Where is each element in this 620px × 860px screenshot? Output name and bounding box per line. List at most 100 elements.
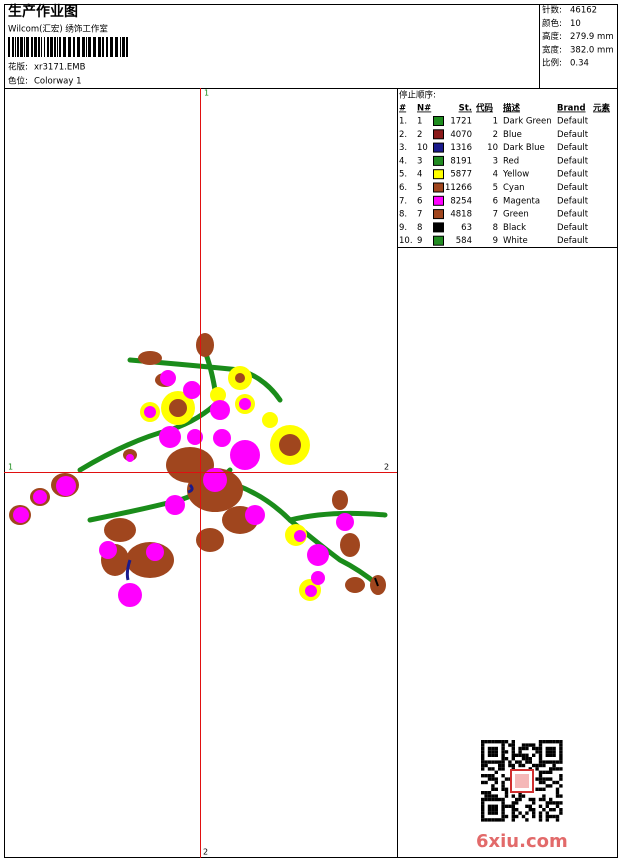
column-header: St. — [459, 104, 472, 114]
barcode-bar — [44, 37, 45, 57]
row-needle: 2 — [417, 130, 422, 140]
qr-module — [545, 818, 549, 822]
barcode-bar — [110, 37, 113, 57]
qr-module — [494, 804, 498, 808]
subtitle: Wilcom(汇宏) 绣饰工作室 — [8, 24, 108, 35]
qr-module — [542, 808, 546, 812]
qr-module — [511, 811, 515, 815]
qr-module — [552, 808, 556, 812]
row-code: 9 — [493, 236, 498, 246]
qr-module — [481, 763, 485, 768]
qr-module — [484, 763, 488, 768]
qr-module — [552, 760, 556, 764]
row-description: White — [503, 236, 528, 246]
color-swatch — [433, 222, 444, 233]
row-needle: 7 — [417, 210, 422, 220]
qr-module — [511, 743, 515, 747]
qr-module — [484, 774, 488, 778]
row-order: 5. — [399, 170, 407, 180]
qr-module — [491, 804, 495, 808]
row-code: 6 — [493, 196, 498, 206]
qr-module — [555, 791, 560, 795]
color-swatch — [433, 129, 444, 140]
qr-module — [552, 750, 556, 754]
qr-module — [481, 818, 485, 822]
qr-module — [559, 740, 563, 744]
qr-module — [511, 753, 515, 757]
qr-module — [491, 787, 495, 791]
stat-label: 高度: — [542, 31, 562, 42]
row-order: 7. — [399, 196, 407, 206]
qr-module — [481, 801, 485, 805]
qr-module — [559, 760, 563, 764]
qr-module — [542, 763, 546, 768]
qr-module — [515, 808, 519, 812]
row-code: 7 — [493, 210, 498, 220]
colorway-name: Colorway 1 — [34, 77, 82, 87]
row-code: 4 — [493, 170, 498, 180]
stat-value: 0.34 — [570, 59, 589, 69]
qr-module — [498, 797, 502, 802]
qr-module — [549, 814, 553, 819]
qr-module — [528, 760, 532, 764]
barcode-bar — [126, 37, 128, 57]
qr-module — [545, 814, 549, 819]
qr-module — [552, 814, 556, 819]
stat-label: 宽度: — [542, 44, 562, 55]
qr-module — [528, 797, 532, 802]
qr-module — [481, 750, 485, 754]
qr-module — [532, 811, 536, 815]
barcode-bar — [57, 37, 58, 57]
row-brand: Default — [557, 143, 589, 153]
qr-module — [508, 763, 512, 768]
row-needle: 9 — [417, 236, 422, 246]
qr-module — [552, 780, 556, 785]
barcode-bar — [34, 37, 37, 57]
qr-module — [518, 746, 522, 751]
qr-module — [538, 818, 543, 822]
qr-module — [542, 740, 546, 744]
qr-module — [501, 757, 505, 761]
qr-module — [481, 746, 485, 751]
row-needle: 3 — [417, 156, 422, 166]
barcode-bar — [120, 37, 121, 57]
qr-module — [481, 753, 485, 757]
qr-module — [535, 787, 539, 791]
row-needle: 4 — [417, 170, 422, 180]
qr-module — [481, 757, 485, 761]
qr-module — [491, 794, 495, 798]
qr-module — [559, 753, 563, 757]
qr-module — [491, 753, 495, 757]
qr-module — [521, 757, 526, 761]
row-needle: 5 — [417, 183, 422, 193]
qr-module — [549, 740, 553, 744]
qr-module — [521, 814, 526, 819]
qr-module — [555, 787, 560, 791]
row-description: Dark Green — [503, 117, 552, 127]
qr-module — [494, 760, 498, 764]
barcode-bar — [12, 37, 14, 57]
qr-module — [501, 808, 505, 812]
barcode-bar — [68, 37, 71, 57]
qr-module — [494, 818, 498, 822]
qr-module — [515, 760, 519, 764]
stop-sequence-table: # N# St. 代码 描述 Brand 元素 1. 1 1721 1 Dark Green Defau… — [399, 103, 611, 247]
qr-module — [501, 750, 505, 754]
color-swatch — [433, 195, 444, 206]
qr-module — [525, 746, 529, 751]
qr-module — [542, 797, 546, 802]
qr-module — [535, 746, 539, 751]
qr-module — [555, 794, 560, 798]
row-stitches: 4818 — [450, 210, 472, 220]
qr-module — [494, 770, 498, 774]
qr-module — [487, 794, 492, 798]
barcode-bar — [17, 37, 19, 57]
column-header: N# — [417, 104, 431, 114]
qr-module — [521, 763, 526, 768]
qr-module — [545, 753, 549, 757]
qr-module — [518, 750, 522, 754]
qr-module — [525, 743, 529, 747]
qr-module — [511, 804, 515, 808]
qr-module — [518, 794, 522, 798]
barcode-bar — [115, 37, 118, 57]
